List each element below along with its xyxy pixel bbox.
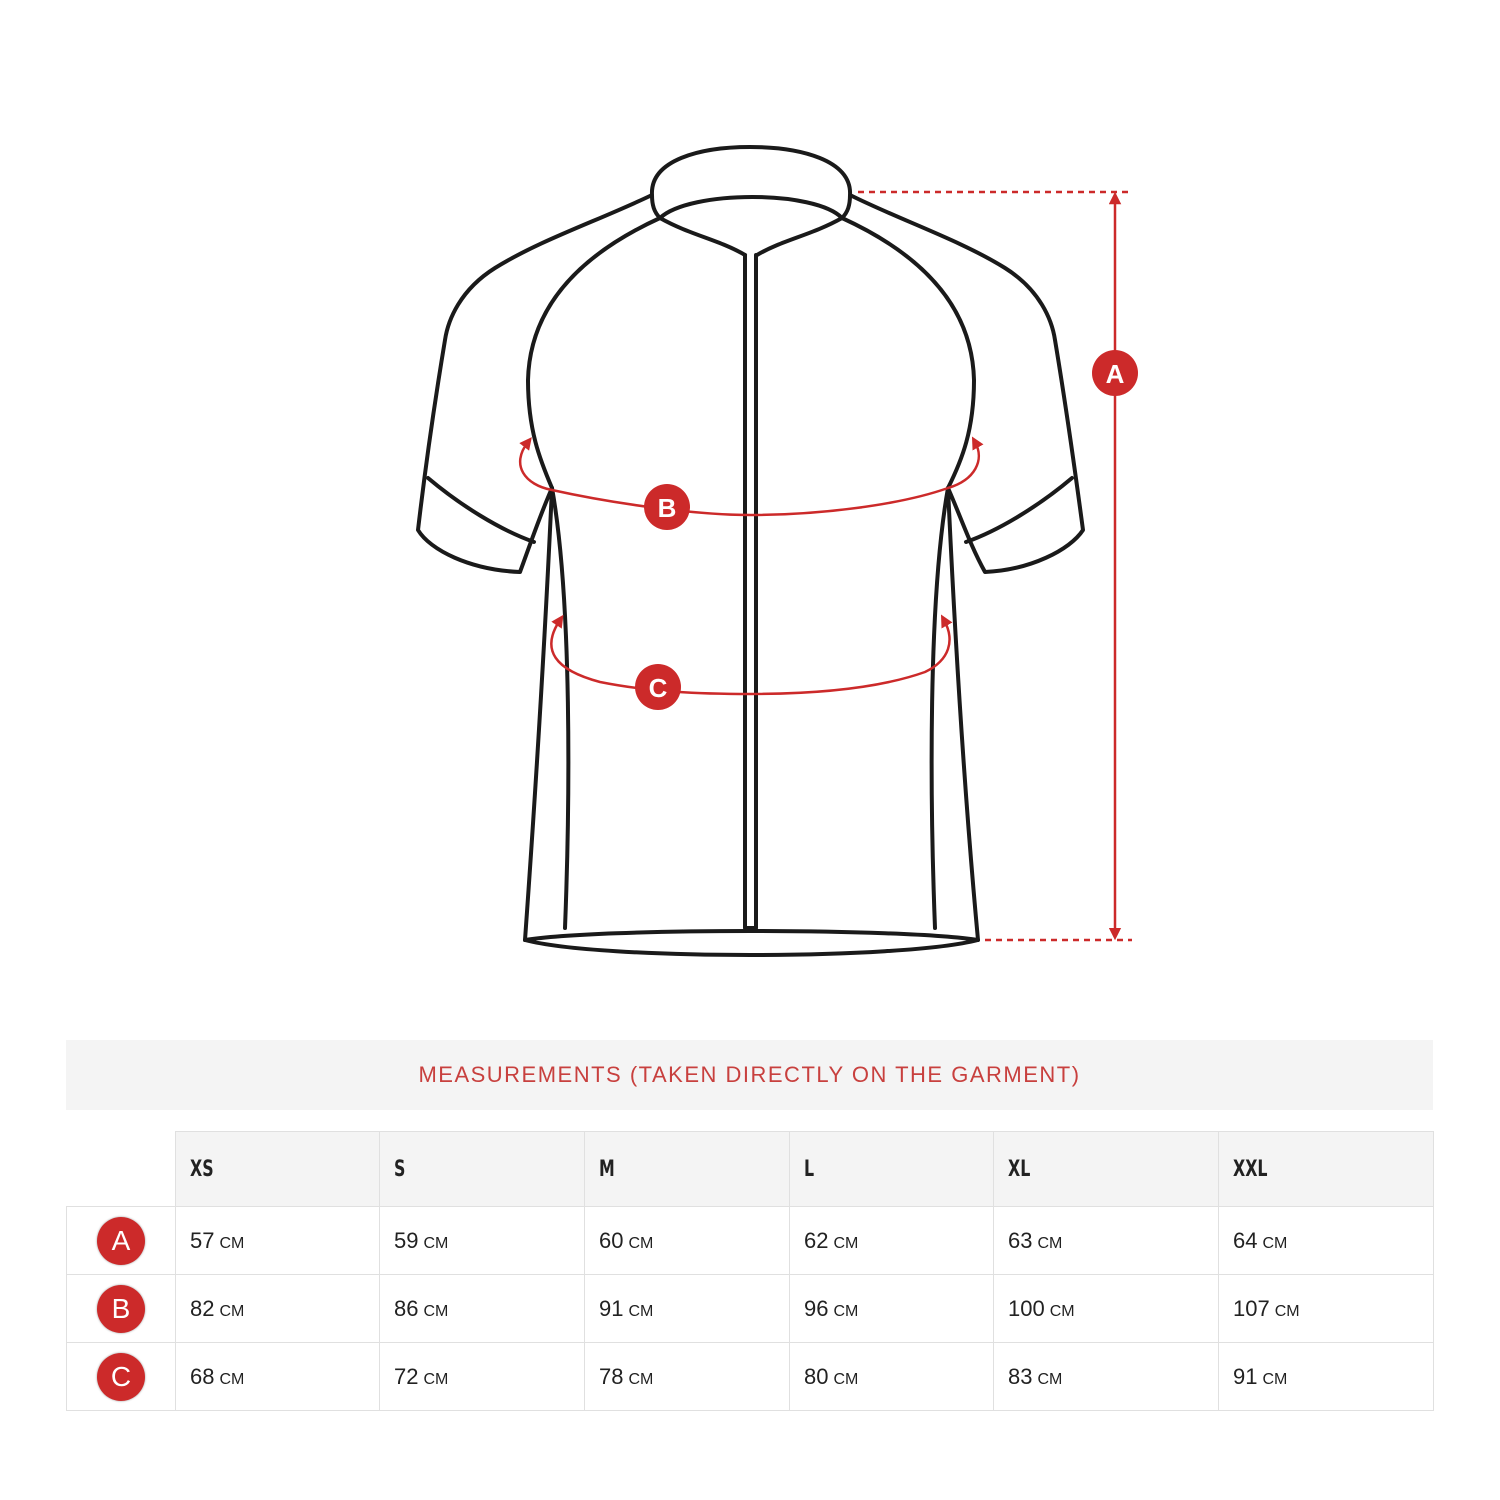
cuff-right [964,476,1074,544]
row-badge: B [97,1284,145,1333]
marker-b-label: B [658,493,677,523]
measurement-cell: 96 CM [789,1274,994,1343]
measurement-cell: 86 CM [379,1274,585,1343]
measurement-cell: 83 CM [993,1342,1219,1411]
measurement-value: 68 [190,1363,215,1389]
measurement-unit: CM [1262,1370,1288,1388]
measurement-unit: CM [423,1370,449,1388]
measurement-unit: CM [833,1370,859,1388]
measurement-value: 100 [1008,1295,1045,1321]
size-header: XL [993,1131,1219,1207]
jersey-diagram: A B C [416,145,1138,957]
marker-a-label: A [1106,359,1125,389]
row-badge: C [97,1352,145,1401]
measurement-value: 96 [804,1295,829,1321]
measurement-cell: 107 CM [1218,1274,1434,1343]
measurement-cell: 68 CM [175,1342,380,1411]
size-header: XXL [1218,1131,1434,1207]
row-label-cell: A [66,1206,176,1275]
size-header: S [379,1131,585,1207]
table-title: MEASUREMENTS (TAKEN DIRECTLY ON THE GARM… [418,1062,1081,1087]
measurement-unit: CM [219,1234,245,1252]
measurement-cell: 62 CM [789,1206,994,1275]
table-row: A 57 CM 59 CM 60 CM 62 CM 63 CM 64 CM [66,1206,1434,1275]
measurement-b [518,436,984,517]
measurement-value: 60 [599,1227,624,1253]
measurement-unit: CM [1262,1234,1288,1252]
measurement-cell: 60 CM [584,1206,790,1275]
size-header: XS [175,1131,380,1207]
measurement-unit: CM [219,1370,245,1388]
size-header: M [584,1131,790,1207]
measurement-c [550,614,953,696]
table-row: C 68 CM 72 CM 78 CM 80 CM 83 CM 91 CM [66,1342,1434,1411]
measurement-value: 82 [190,1295,215,1321]
side-panel-left [550,486,571,930]
measurement-unit: CM [628,1302,654,1320]
raglan-seam-right [840,216,976,490]
measurement-unit: CM [219,1302,245,1320]
jersey-hem [523,929,980,942]
measurement-cell: 72 CM [379,1342,585,1411]
table-row: B 82 CM 86 CM 91 CM 96 CM 100 CM 107 CM [66,1274,1434,1343]
measurement-cell: 82 CM [175,1274,380,1343]
measurement-unit: CM [833,1302,859,1320]
corner-cell [66,1131,176,1207]
measurement-value: 72 [394,1363,419,1389]
marker-a-badge: A [1092,350,1138,396]
measurement-unit: CM [1037,1234,1063,1252]
zipper [743,253,758,930]
size-table: XS S M L XL XXL A 57 CM 59 CM 60 CM 62 CM 63 CM 64 C… [66,1131,1434,1411]
measurement-value: 91 [1233,1363,1258,1389]
measurement-cell: 57 CM [175,1206,380,1275]
marker-c-label: C [649,673,668,703]
measurement-cell: 63 CM [993,1206,1219,1275]
measurement-value: 64 [1233,1227,1258,1253]
marker-b-badge: B [644,484,690,530]
measurement-a [858,190,1132,942]
collar-inner [658,216,844,257]
measurement-unit: CM [1037,1370,1063,1388]
side-panel-right [929,486,950,930]
measurement-value: 57 [190,1227,215,1253]
measurement-value: 78 [599,1363,624,1389]
jersey-body [416,193,1085,957]
measurement-unit: CM [1274,1302,1300,1320]
raglan-seam-left [526,216,662,490]
table-title-band: MEASUREMENTS (TAKEN DIRECTLY ON THE GARM… [66,1040,1433,1110]
measurement-value: 80 [804,1363,829,1389]
measurement-unit: CM [833,1234,859,1252]
row-label-cell: B [66,1274,176,1343]
cuff-left [426,476,536,544]
size-header: L [789,1131,994,1207]
measurement-value: 63 [1008,1227,1033,1253]
measurement-cell: 91 CM [1218,1342,1434,1411]
measurement-value: 83 [1008,1363,1033,1389]
jersey-outline [416,145,1085,957]
measurement-cell: 80 CM [789,1342,994,1411]
measurement-cell: 91 CM [584,1274,790,1343]
measurement-cell: 64 CM [1218,1206,1434,1275]
measurement-unit: CM [423,1234,449,1252]
measurement-unit: CM [1049,1302,1075,1320]
measurement-value: 107 [1233,1295,1270,1321]
measurement-value: 62 [804,1227,829,1253]
measurement-cell: 59 CM [379,1206,585,1275]
measurement-unit: CM [628,1234,654,1252]
measurement-value: 86 [394,1295,419,1321]
size-header-row: XS S M L XL XXL [66,1131,1434,1207]
measurement-value: 91 [599,1295,624,1321]
marker-c-badge: C [635,664,681,710]
row-badge: A [97,1216,145,1265]
measurement-value: 59 [394,1227,419,1253]
measurement-unit: CM [628,1370,654,1388]
measurement-unit: CM [423,1302,449,1320]
measurement-cell: 100 CM [993,1274,1219,1343]
measurement-cell: 78 CM [584,1342,790,1411]
row-label-cell: C [66,1342,176,1411]
